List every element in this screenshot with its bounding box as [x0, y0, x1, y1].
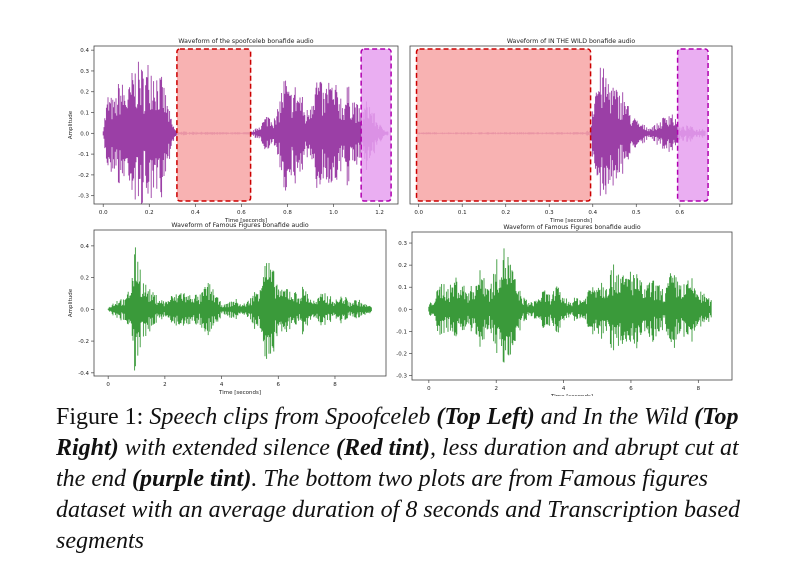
axes-frame [93, 229, 387, 377]
y-tick-label: 0.2 [80, 276, 89, 282]
y-tick-label: 0.0 [80, 131, 89, 137]
plot-bottom-right: 0 2 4 6 8 -0.3 -0.2 -0.1 0.0 0.1 0.2 0.3 Waveform of… [396, 222, 736, 396]
y-tick-label: 0.0 [80, 307, 89, 313]
y-tick-label: -0.1 [78, 152, 89, 158]
plot-top-left: 0.0 0.2 0.4 0.6 0.8 1.0 1.2 -0.3 -0.2 -0.1 0.0 0.1 0… [56, 34, 402, 224]
plot-title: Waveform of the spoofceleb bonafide audi… [178, 38, 313, 45]
x-tick-label: 0.3 [545, 210, 554, 216]
y-tick-label: 0.2 [398, 263, 407, 269]
plot-title: Waveform of IN THE WILD bonafide audio [507, 38, 636, 45]
y-tick-label: 0.3 [80, 69, 89, 75]
x-tick-label: 0.5 [632, 210, 641, 216]
x-tick-label: 0 [427, 386, 431, 392]
axes-frame [409, 45, 733, 205]
y-tick-label: 0.1 [80, 111, 89, 117]
figure-caption: Figure 1: Speech clips from Spoofceleb (… [56, 402, 746, 557]
x-axis-label: Time [seconds] [550, 394, 593, 396]
waveform-chart-bottom-left: 0 2 4 6 8 -0.4 -0.2 0.0 0.2 0.4 Waveform of Famous… [68, 222, 387, 396]
x-tick-label: 0.8 [283, 210, 292, 216]
caption-text-4: , less duration and abrupt cut at the en… [56, 435, 739, 492]
caption-text-2: and In the Wild [534, 404, 695, 430]
caption-purple-tint: (purple tint) [131, 466, 252, 492]
caption-top-right: (Top Right) [56, 404, 739, 461]
caption-text-1: Speech clips from Spoofceleb [143, 404, 437, 430]
y-tick-label: 0.2 [80, 90, 89, 96]
x-tick-label: 8 [333, 382, 337, 388]
waveform-chart-bottom-right: 0 2 4 6 8 -0.3 -0.2 -0.1 0.0 0.1 0.2 0.3 Waveform of… [396, 224, 733, 396]
x-tick-label: 8 [697, 386, 701, 392]
x-axis-label: Time [seconds] [224, 218, 267, 224]
y-tick-label: 0.4 [80, 244, 89, 250]
caption-red-tint: (Red tint) [335, 435, 430, 461]
x-tick-label: 4 [562, 386, 566, 392]
y-tick-label: -0.2 [396, 351, 407, 357]
axes-frame [411, 231, 733, 381]
y-tick-label: -0.3 [78, 194, 89, 200]
x-tick-label: 0.2 [145, 210, 154, 216]
caption-text-3: with extended silence [118, 435, 336, 461]
cut-region [676, 48, 709, 202]
x-tick-label: 0.0 [414, 210, 423, 216]
caption-text-5: . The bottom two plots are from Famous f… [56, 466, 740, 554]
plot-title: Waveform of Famous Figures bonafide audi… [171, 222, 308, 229]
x-tick-label: 2 [494, 386, 498, 392]
x-tick-label: 0.6 [237, 210, 246, 216]
waveform-trace [428, 248, 712, 363]
y-tick-label: 0.0 [398, 307, 407, 313]
caption-label: Figure 1: [56, 404, 144, 430]
y-tick-label: -0.4 [78, 371, 89, 377]
waveform-chart-top-right: 0.0 0.1 0.2 0.3 0.4 0.5 0.6 Waveform of IN THE … [409, 38, 733, 224]
x-tick-label: 0.1 [458, 210, 467, 216]
plot-top-right: 0.0 0.1 0.2 0.3 0.4 0.5 0.6 Waveform of IN THE … [404, 34, 736, 224]
x-tick-label: 2 [163, 382, 167, 388]
x-tick-label: 6 [277, 382, 281, 388]
axes-frame [93, 45, 399, 205]
x-tick-label: 0 [106, 382, 110, 388]
caption-top-left: (Top Left) [436, 404, 535, 430]
y-tick-label: -0.2 [78, 339, 89, 345]
y-axis-label: Amplitude [68, 288, 74, 317]
x-tick-label: 0.2 [501, 210, 510, 216]
x-tick-label: 1.2 [375, 210, 384, 216]
x-tick-label: 6 [629, 386, 633, 392]
x-axis-label: Time [seconds] [549, 218, 592, 224]
waveform-chart-top-left: 0.0 0.2 0.4 0.6 0.8 1.0 1.2 -0.3 -0.2 -0.1 0.0 0.1 0… [68, 38, 399, 224]
y-tick-label: 0.4 [80, 48, 89, 54]
y-tick-label: -0.3 [396, 374, 407, 380]
x-tick-label: 0.0 [99, 210, 108, 216]
x-axis-label: Time [seconds] [218, 390, 261, 396]
x-tick-label: 4 [220, 382, 224, 388]
x-tick-label: 1.0 [329, 210, 338, 216]
cut-region [360, 48, 392, 202]
y-axis-label: Amplitude [68, 110, 74, 139]
y-tick-label: 0.1 [398, 285, 407, 291]
x-tick-label: 0.4 [191, 210, 200, 216]
plot-bottom-left: 0 2 4 6 8 -0.4 -0.2 0.0 0.2 0.4 Waveform of Famous… [68, 220, 390, 396]
y-tick-label: -0.2 [78, 173, 89, 179]
x-tick-label: 0.4 [588, 210, 597, 216]
silence-region [176, 48, 252, 202]
silence-region [415, 48, 592, 202]
waveform-trace [107, 247, 372, 371]
y-tick-label: -0.1 [396, 329, 407, 335]
y-tick-label: 0.3 [398, 241, 407, 247]
x-tick-label: 0.6 [675, 210, 684, 216]
plot-title: Waveform of Famous Figures bonafide audi… [503, 224, 640, 231]
